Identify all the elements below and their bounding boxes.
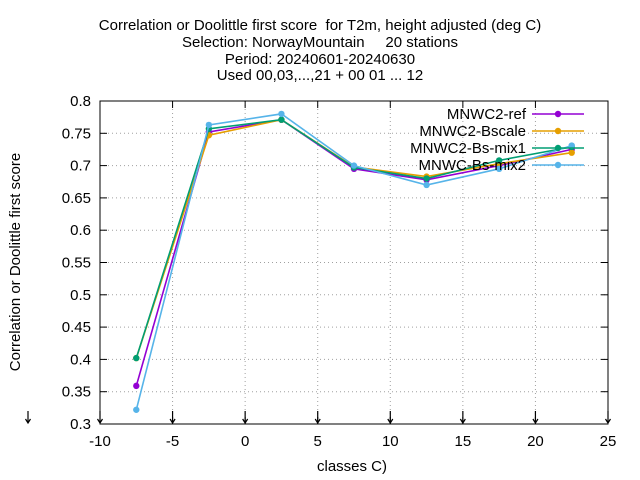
x-axis-label: classes C)	[317, 458, 387, 475]
chart-title-line-1: Correlation or Doolittle first score for…	[98, 17, 542, 34]
series-4-point	[350, 162, 358, 169]
chart-title-line-4: Used 00,03,...,21 + 00 01 ... 12	[216, 67, 424, 84]
legend-label: MNWC2-Bscale	[419, 123, 526, 140]
x-tick-label: 20	[527, 433, 544, 450]
legend-marker	[554, 127, 562, 135]
legend-marker	[554, 161, 562, 169]
y-tick-label: 0.3	[70, 416, 91, 433]
series-layer	[133, 110, 575, 413]
x-tick-label: -5	[166, 433, 179, 450]
y-tick-label: 0.65	[62, 190, 91, 207]
legend-marker	[554, 144, 562, 152]
x-arrow-marker	[459, 411, 466, 425]
legend-label: MNWC-Bs-mix2	[419, 157, 526, 174]
x-tick-label: 15	[455, 433, 472, 450]
x-arrow-marker	[169, 411, 176, 425]
y-tick-label: 0.75	[62, 125, 91, 142]
series-1-point	[133, 382, 140, 390]
series-4-point	[278, 110, 285, 118]
plot-frame	[99, 100, 609, 425]
series-4-point	[133, 406, 140, 413]
x-tick-label: -10	[89, 433, 111, 450]
series-3-point	[423, 175, 430, 182]
legend-label: MNWC2-Bs-mix1	[410, 140, 526, 157]
series-3-point	[495, 157, 503, 164]
x-arrow-marker	[242, 411, 249, 425]
y-tick-label: 0.5	[70, 287, 91, 304]
legend: MNWC2-refMNWC2-BscaleMNWC2-Bs-mix1MNWC-B…	[410, 106, 584, 174]
x-tick-label: 0	[241, 433, 249, 450]
x-arrow-marker	[24, 411, 32, 425]
y-tick-label: 0.6	[70, 222, 91, 239]
series-4-point	[205, 121, 213, 129]
y-tick-label: 0.35	[62, 384, 91, 401]
legend-label: MNWC2-ref	[447, 106, 527, 123]
x-tick-label: 25	[600, 433, 617, 450]
series-3-point	[133, 354, 140, 362]
y-tick-label: 0.55	[62, 255, 91, 272]
y-tick-label: 0.45	[62, 319, 91, 336]
x-arrow-marker	[387, 411, 394, 425]
x-tick-label: 5	[314, 433, 322, 450]
series-2-point	[568, 149, 575, 156]
y-tick-label: 0.7	[70, 158, 91, 175]
series-4-point	[423, 181, 430, 189]
x-arrow-marker	[532, 411, 539, 425]
y-tick-label: 0.8	[70, 93, 91, 110]
chart-title-line-3: Period: 20240601-20240630	[224, 51, 416, 68]
legend-marker	[554, 110, 562, 118]
series-4-point	[568, 142, 575, 149]
x-arrow-marker	[314, 411, 321, 425]
series-3-point	[278, 116, 285, 123]
y-axis-label: Correlation or Doolittle first score	[7, 153, 24, 371]
series-4-point	[495, 165, 503, 173]
y-tick-label: 0.4	[70, 351, 91, 368]
x-tick-label: 10	[382, 433, 399, 450]
grid-layer	[100, 101, 608, 424]
axis-layer: 0.3 0.35 0.4 0.45 0.5 0.55 0.6 0.65 0.7 0.75 0.8 -1…	[24, 93, 617, 450]
chart-title-line-2: Selection: NorwayMountain 20 stations	[182, 34, 458, 51]
